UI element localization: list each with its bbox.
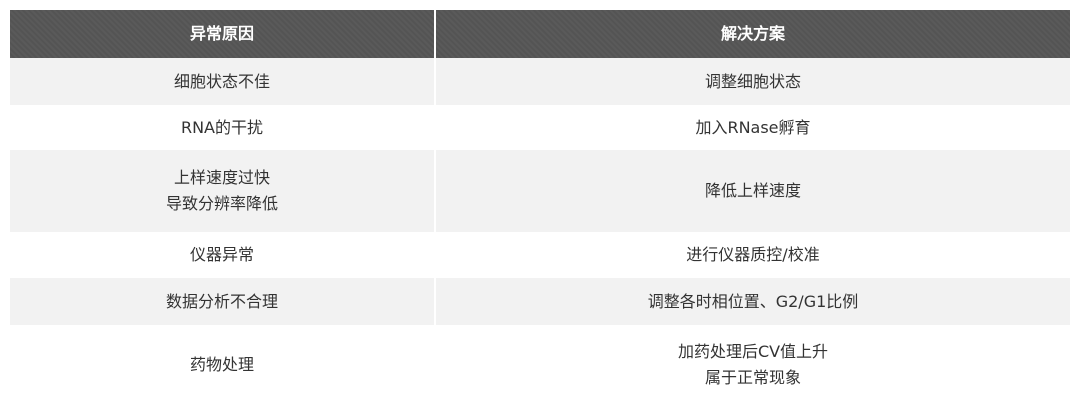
header-cell: 异常原因 [10,10,434,58]
cell-text: 属于正常现象 [704,368,801,387]
table-cell: 药物处理 [10,325,434,405]
header-cell: 解决方案 [436,10,1070,58]
cell-text: RNA的干扰 [180,117,264,137]
table-cell: 仪器异常 [10,232,434,278]
table-cell: 进行仪器质控/校准 [436,232,1070,278]
table-cell: 调整细胞状态 [436,58,1070,105]
table-cell: 细胞状态不佳 [10,58,434,105]
table-cell: 上样速度过快 导致分辨率降低 [10,150,434,232]
table-row: 细胞状态不佳 调整细胞状态 [10,58,1070,105]
table: 异常原因 解决方案 细胞状态不佳 调整细胞状态 RNA的干扰 加入RNase孵育上样速… [10,10,1070,405]
table-cell: 降低上样速度 [436,150,1070,232]
cell-text: 调整各时相位置、G2/G1比例 [647,291,859,311]
table-row: 药物处理 加药处理后CV值上升 属于正常现象 [10,325,1070,405]
table-cell: 调整各时相位置、G2/G1比例 [436,278,1070,325]
cell-text: 降低上样速度 [704,181,801,200]
cell-text: 药物处理 [189,355,254,374]
cell-text: 数据分析不合理 [165,291,278,311]
cell-text: 加入RNase孵育 [695,117,811,137]
table-row: 数据分析不合理 调整各时相位置、G2/G1比例 [10,278,1070,325]
cell-text: 上样速度过快 [173,168,270,187]
table-cell: 加药处理后CV值上升 属于正常现象 [436,325,1070,405]
table-cell: 数据分析不合理 [10,278,434,325]
cell-text: 仪器异常 [189,245,254,264]
cell-text: 加药处理后CV值上升 [677,342,829,361]
table-cell: RNA的干扰 [10,105,434,150]
cell-text: 细胞状态不佳 [173,71,270,91]
table-row: 上样速度过快 导致分辨率降低 降低上样速度 [10,150,1070,232]
cell-text: 调整细胞状态 [704,71,801,91]
table-cell: 加入RNase孵育 [436,105,1070,150]
cell-text: 导致分辨率降低 [165,194,278,213]
table-row: 仪器异常 进行仪器质控/校准 [10,232,1070,278]
table-row: RNA的干扰 加入RNase孵育 [10,105,1070,150]
header-row: 异常原因 解决方案 [10,10,1070,58]
cell-text: 进行仪器质控/校准 [686,245,820,264]
